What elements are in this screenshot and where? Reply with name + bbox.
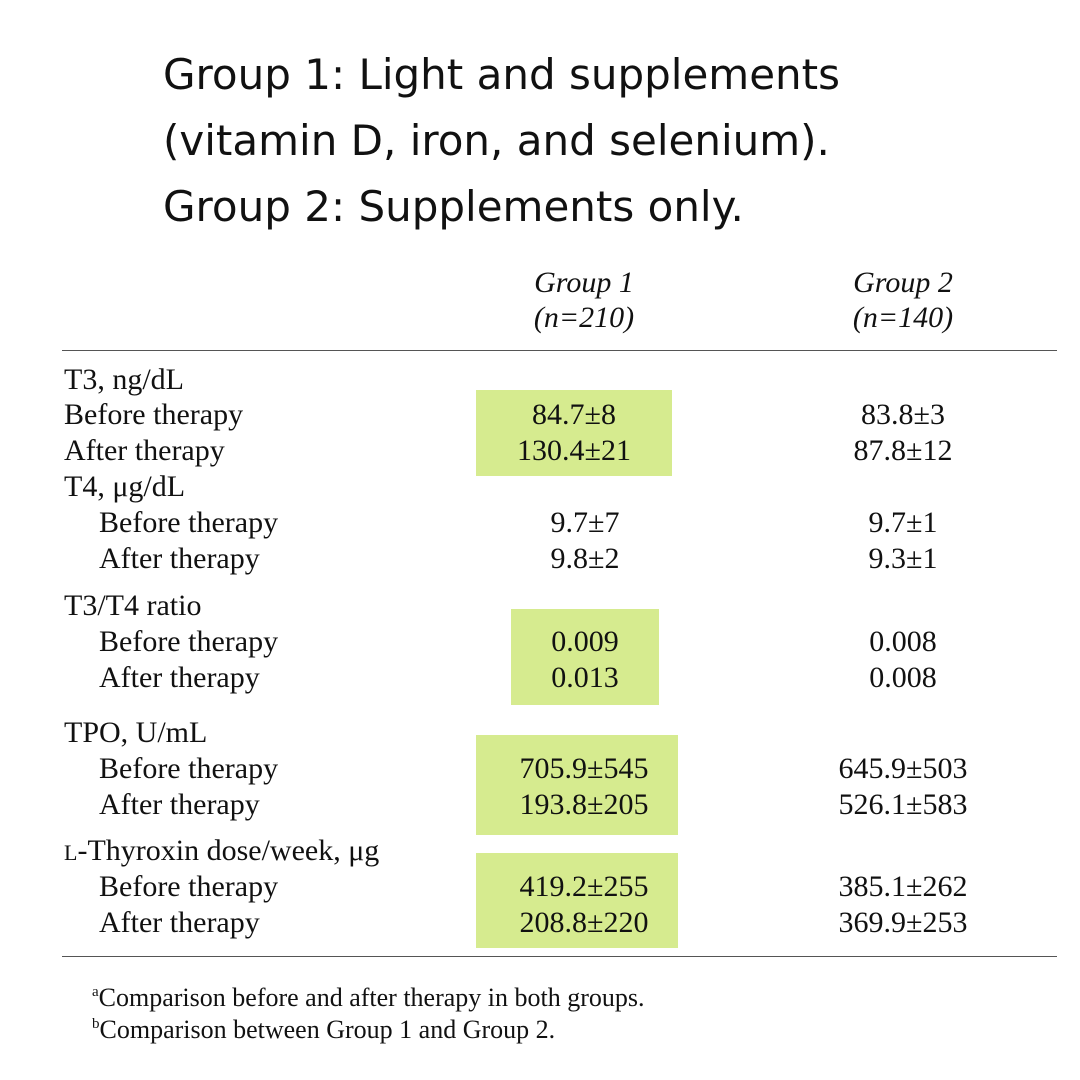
footnote-text: Comparison before and after therapy in b… bbox=[98, 983, 645, 1012]
column-name: Group 1 bbox=[534, 266, 634, 299]
group-1-value: 419.2±255 bbox=[519, 870, 649, 903]
footnote-mark: a bbox=[92, 984, 99, 1000]
column-n: (n=140) bbox=[852, 301, 954, 334]
section-label: L-Thyroxin dose/week, μg bbox=[64, 833, 379, 871]
column-n: (n=210) bbox=[533, 301, 635, 334]
headline-line: (vitamin D, iron, and selenium). bbox=[163, 116, 830, 165]
row-label: Before therapy bbox=[99, 870, 279, 903]
group-1-value: 193.8±205 bbox=[519, 788, 649, 821]
footnote-text: Comparison between Group 1 and Group 2. bbox=[99, 1015, 556, 1044]
group-1-value: 208.8±220 bbox=[519, 906, 649, 939]
highlight-box bbox=[511, 609, 659, 705]
row-label: After therapy bbox=[64, 434, 225, 467]
footnote-mark: b bbox=[92, 1016, 100, 1032]
row-label: After therapy bbox=[99, 906, 260, 939]
group-2-value: 0.008 bbox=[869, 661, 937, 694]
group-2-value: 83.8±3 bbox=[861, 398, 945, 431]
row-label: After therapy bbox=[99, 542, 260, 575]
section-label: T3/T4 ratio bbox=[64, 589, 202, 622]
footnote: bComparison between Group 1 and Group 2. bbox=[92, 1008, 555, 1046]
group-1-value: 0.013 bbox=[551, 661, 619, 694]
group-1-value: 130.4±21 bbox=[517, 434, 631, 467]
group-2-value: 9.3±1 bbox=[868, 542, 938, 575]
bottom-rule bbox=[62, 956, 1057, 957]
group-1-value: 9.8±2 bbox=[550, 542, 620, 575]
group-2-value: 369.9±253 bbox=[838, 906, 968, 939]
group-2-value: 0.008 bbox=[869, 625, 937, 658]
row-label: After therapy bbox=[99, 661, 260, 694]
highlight-box bbox=[476, 390, 672, 476]
group-2-value: 87.8±12 bbox=[853, 434, 953, 467]
section-label-text: -Thyroxin dose/week, μg bbox=[77, 834, 380, 867]
group-1-value: 84.7±8 bbox=[532, 398, 616, 431]
column-name: Group 2 bbox=[853, 266, 953, 299]
row-label: Before therapy bbox=[99, 506, 279, 539]
header-rule bbox=[62, 350, 1057, 351]
section-label: T4, μg/dL bbox=[64, 470, 186, 503]
row-label: After therapy bbox=[99, 788, 260, 821]
group-2-value: 526.1±583 bbox=[838, 788, 968, 821]
headline: Group 1: Light and supplements (vitamin … bbox=[163, 42, 840, 240]
row-label: Before therapy bbox=[99, 752, 279, 785]
headline-line: Group 2: Supplements only. bbox=[163, 182, 744, 231]
highlight-box bbox=[476, 853, 678, 948]
highlight-box bbox=[476, 735, 678, 835]
group-2-value: 645.9±503 bbox=[838, 752, 968, 785]
group-2-value: 385.1±262 bbox=[838, 870, 968, 903]
row-label: Before therapy bbox=[64, 398, 244, 431]
column-header-group-1: Group 1 (n=210) bbox=[454, 265, 714, 335]
row-label: Before therapy bbox=[99, 625, 279, 658]
group-2-value: 9.7±1 bbox=[868, 506, 938, 539]
group-1-value: 705.9±545 bbox=[519, 752, 649, 785]
small-caps-prefix: L bbox=[64, 840, 78, 865]
footnote: aComparison before and after therapy in … bbox=[92, 976, 645, 1014]
headline-line: Group 1: Light and supplements bbox=[163, 50, 841, 99]
section-label: TPO, U/mL bbox=[64, 716, 208, 749]
group-1-value: 0.009 bbox=[551, 625, 619, 658]
group-1-value: 9.7±7 bbox=[550, 506, 620, 539]
section-label: T3, ng/dL bbox=[64, 363, 184, 396]
column-header-group-2: Group 2 (n=140) bbox=[773, 265, 1033, 335]
